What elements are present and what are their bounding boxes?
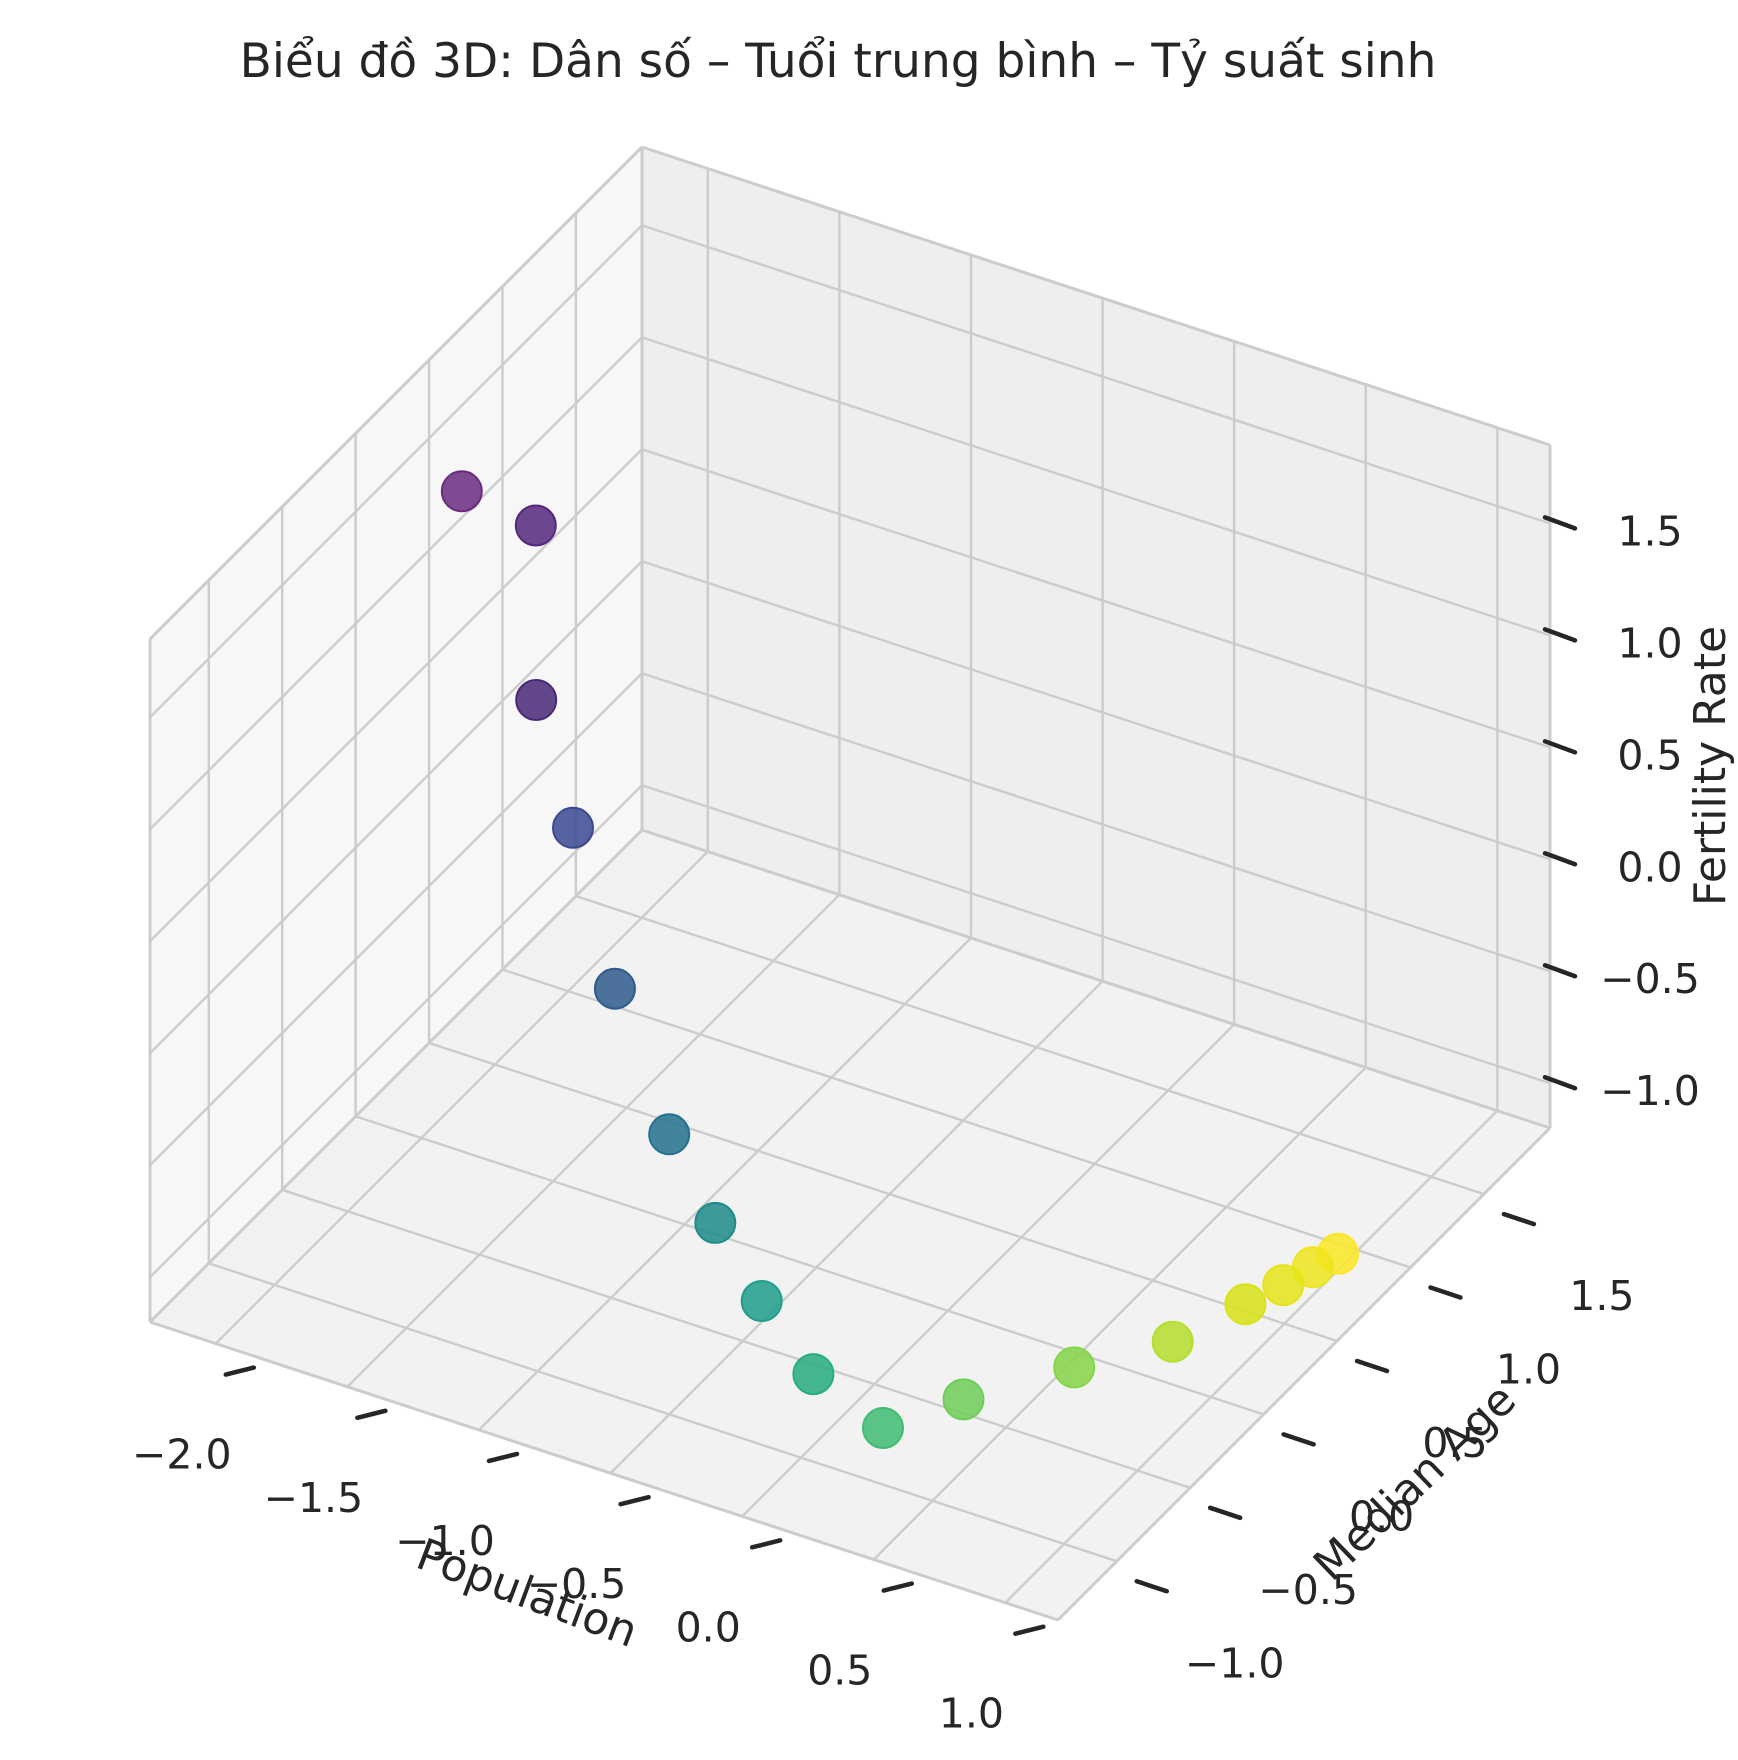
- z-tick-5-label: 1.5: [1617, 507, 1682, 555]
- x-tick-2-label: −1.0: [395, 1517, 495, 1565]
- scatter-point-11: [1053, 1346, 1096, 1389]
- x-tick-6-mark: [1013, 1624, 1046, 1636]
- y-tick-4-label: 1.0: [1496, 1346, 1561, 1394]
- z-tick-1-label: −0.5: [1600, 955, 1700, 1003]
- z-tick-4-mark: [1542, 627, 1578, 643]
- x-tick-5-label: 0.5: [807, 1647, 872, 1695]
- scatter-point-14: [1262, 1264, 1305, 1307]
- scatter-point-12: [1151, 1320, 1194, 1363]
- scatter-point-3: [552, 806, 594, 849]
- y-tick-2-label: 0.0: [1349, 1492, 1414, 1540]
- y-tick-1-label: −0.5: [1258, 1566, 1358, 1614]
- scatter-point-4: [593, 967, 636, 1010]
- z-tick-4-label: 1.0: [1617, 619, 1682, 667]
- scatter-point-1: [514, 504, 557, 547]
- x-tick-3-mark: [618, 1494, 651, 1507]
- x-tick-2-mark: [486, 1451, 520, 1464]
- z-tick-1-mark: [1542, 962, 1578, 979]
- y-tick-1-mark: [1207, 1505, 1243, 1521]
- y-axis-ticks: −1.0 −0.5 0.00.51.01.5: [1134, 1211, 1635, 1687]
- z-tick-3-mark: [1542, 739, 1578, 755]
- x-tick-1-mark: [355, 1408, 388, 1421]
- axis-panes: [150, 147, 1550, 1620]
- y-tick-3-label: 0.5: [1422, 1419, 1487, 1467]
- y-tick-0-mark: [1134, 1579, 1169, 1594]
- x-tick-5-mark: [881, 1581, 915, 1593]
- x-axis-ticks: −2.0 −1.5 −1.0 −0.5 0.0 0.5 1.0: [132, 1365, 1046, 1738]
- y-tick-2-mark: [1281, 1432, 1316, 1447]
- scatter-point-7: [740, 1280, 783, 1322]
- z-tick-3-label: 0.5: [1617, 731, 1682, 779]
- y-tick-3-mark: [1354, 1358, 1390, 1374]
- y-tick-0-label: −1.0: [1185, 1639, 1285, 1687]
- z-tick-0-mark: [1542, 1074, 1578, 1091]
- scatter-point-9: [862, 1407, 904, 1449]
- z-tick-5-mark: [1542, 515, 1578, 531]
- z-tick-0-label: −1.0: [1600, 1067, 1700, 1115]
- scatter-point-10: [942, 1378, 985, 1421]
- scatter-point-5: [648, 1113, 691, 1156]
- z-tick-2-label: 0.0: [1617, 843, 1682, 891]
- y-tick-5-label: 1.5: [1569, 1272, 1634, 1320]
- x-tick-0-mark: [223, 1365, 257, 1377]
- y-axis-label: Median Age: [1304, 1374, 1526, 1591]
- scatter-point-2: [515, 679, 558, 721]
- grid-lines: [149, 168, 1551, 1604]
- x-tick-4-label: 0.0: [676, 1603, 741, 1651]
- x-tick-1-label: −1.5: [264, 1474, 364, 1522]
- z-tick-2-mark: [1542, 851, 1578, 867]
- chart-title: Biểu đồ 3D: Dân số – Tuổi trung bình – T…: [240, 34, 1437, 89]
- z-axis-label: Fertility Rate: [1685, 626, 1736, 906]
- y-tick-5-mark: [1501, 1211, 1537, 1227]
- axis-edges: [148, 145, 1552, 1622]
- scatter-point-13: [1224, 1283, 1267, 1326]
- x-tick-0-label: −2.0: [132, 1431, 232, 1479]
- scatter-point-0: [440, 470, 483, 513]
- scatter-point-8: [792, 1353, 835, 1396]
- x-tick-6-label: 1.0: [939, 1690, 1004, 1738]
- x-tick-3-label: −0.5: [527, 1560, 627, 1608]
- scatter-point-6: [694, 1201, 737, 1244]
- scatter-points: [440, 470, 1359, 1449]
- z-axis-ticks: −1.0 −0.5 0.0 0.5 1.0 1.5: [1542, 507, 1700, 1115]
- y-tick-4-mark: [1428, 1285, 1463, 1300]
- x-tick-4-mark: [749, 1538, 783, 1550]
